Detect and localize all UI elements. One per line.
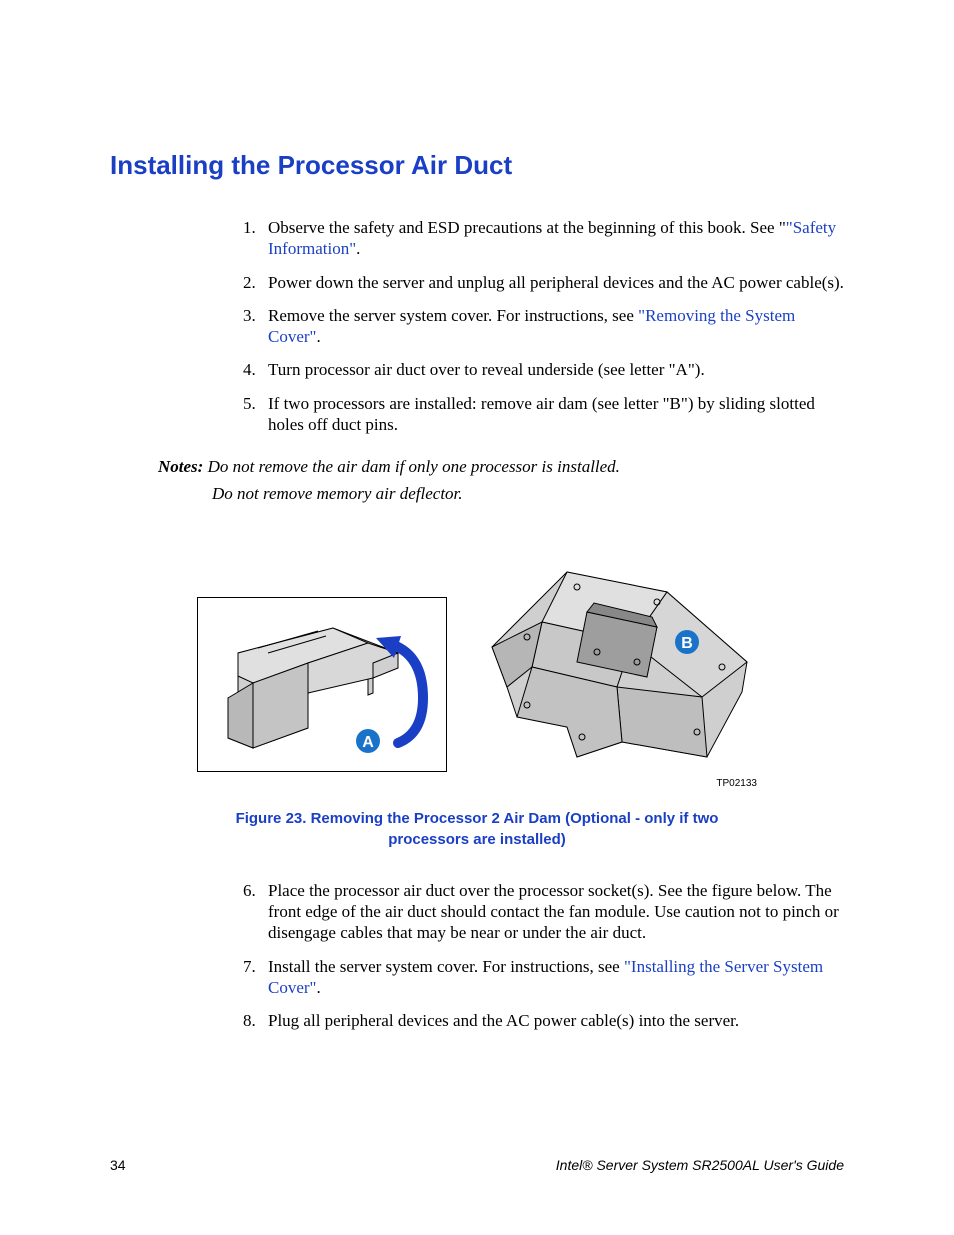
step-4: Turn processor air duct over to reveal u… — [260, 359, 844, 380]
step-text: If two processors are installed: remove … — [268, 394, 815, 434]
section-heading: Installing the Processor Air Duct — [110, 150, 844, 181]
step-3: Remove the server system cover. For inst… — [260, 305, 844, 348]
step-2: Power down the server and unplug all per… — [260, 272, 844, 293]
figure-caption: Figure 23. Removing the Processor 2 Air … — [207, 809, 747, 850]
step-1: Observe the safety and ESD precautions a… — [260, 217, 844, 260]
step-6: Place the processor air duct over the pr… — [260, 880, 844, 944]
figure-container: A — [197, 557, 757, 789]
diagram-a-svg: A — [198, 598, 448, 773]
figure-id-label: TP02133 — [197, 778, 757, 789]
step-text: Plug all peripheral devices and the AC p… — [268, 1011, 739, 1030]
svg-text:A: A — [362, 734, 374, 751]
step-8: Plug all peripheral devices and the AC p… — [260, 1010, 844, 1031]
step-5: If two processors are installed: remove … — [260, 393, 844, 436]
notes-line-1: Notes: Do not remove the air dam if only… — [158, 453, 844, 480]
badge-a: A — [356, 729, 380, 753]
diagram-b-svg: B — [482, 557, 757, 772]
diagram-a: A — [197, 597, 447, 772]
notes-label: Notes: — [158, 457, 203, 476]
steps-list-1: Observe the safety and ESD precautions a… — [110, 217, 844, 435]
step-text: Install the server system cover. For ins… — [268, 957, 624, 976]
notes-block: Notes: Do not remove the air dam if only… — [110, 453, 844, 507]
step-text: Turn processor air duct over to reveal u… — [268, 360, 705, 379]
step-text: Observe the safety and ESD precautions a… — [268, 218, 786, 237]
page-number: 34 — [110, 1157, 126, 1173]
step-text: Place the processor air duct over the pr… — [268, 881, 839, 943]
notes-text: Do not remove memory air deflector. — [212, 484, 463, 503]
steps-list-2: Place the processor air duct over the pr… — [110, 880, 844, 1032]
badge-b: B — [675, 630, 699, 654]
footer-title: Intel® Server System SR2500AL User's Gui… — [556, 1157, 844, 1173]
step-text: . — [356, 239, 360, 258]
step-text: . — [317, 978, 321, 997]
notes-line-2: Do not remove memory air deflector. — [158, 480, 844, 507]
diagram-b: B — [482, 557, 757, 772]
step-7: Install the server system cover. For ins… — [260, 956, 844, 999]
step-text: . — [317, 327, 321, 346]
notes-text: Do not remove the air dam if only one pr… — [208, 457, 620, 476]
figure-row: A — [197, 557, 757, 772]
step-text: Remove the server system cover. For inst… — [268, 306, 638, 325]
svg-text:B: B — [681, 635, 693, 652]
page-footer: 34 Intel® Server System SR2500AL User's … — [0, 1157, 954, 1173]
step-text: Power down the server and unplug all per… — [268, 273, 844, 292]
